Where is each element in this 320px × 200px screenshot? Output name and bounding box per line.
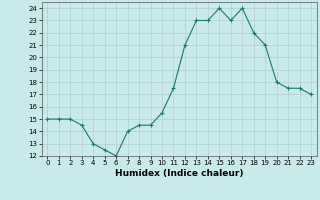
X-axis label: Humidex (Indice chaleur): Humidex (Indice chaleur) <box>115 169 244 178</box>
